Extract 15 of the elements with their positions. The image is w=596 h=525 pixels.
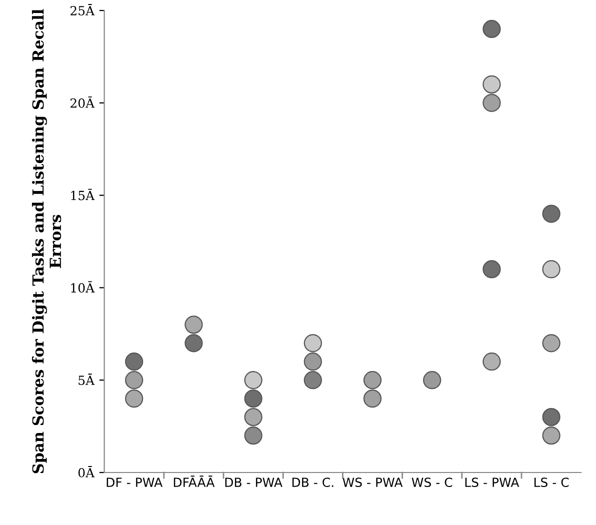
x-tick-label: WS - PWA [342, 478, 403, 488]
x-tick-label: DF - PWA [106, 478, 163, 487]
y-axis-title: Span Scores for Digit Tasks and Listening Span Recall Errors [32, 9, 62, 474]
y-tick-label: 15Ā [71, 188, 95, 200]
y-tick-label: 20Ā [70, 96, 95, 108]
y-tick-label: 0Ā [78, 466, 95, 478]
x-tick-label: DFĀĀĀ [174, 476, 215, 487]
x-tick-label: WS - C [412, 478, 452, 488]
x-tick-label: LS - C [534, 478, 569, 488]
x-tick-label: DB - PWA [225, 478, 282, 487]
y-tick-label: 10Ā [71, 281, 95, 293]
y-tick-label: 5Ā [78, 374, 95, 386]
x-tick-label: DB - C. [292, 478, 334, 488]
y-tick-label: 25Ā [70, 4, 95, 16]
x-tick-label: LS - PWA [465, 478, 520, 488]
